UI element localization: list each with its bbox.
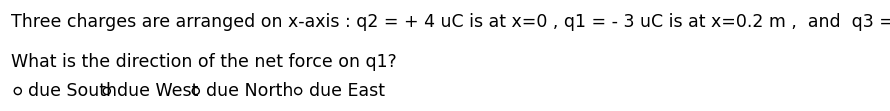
Text: due West: due West: [117, 82, 198, 100]
Text: What is the direction of the net force on q1?: What is the direction of the net force o…: [11, 53, 396, 71]
Text: Three charges are arranged on x-axis : q2 = + 4 uC is at x=0 , q1 = - 3 uC is at: Three charges are arranged on x-axis : q…: [11, 13, 890, 31]
Text: due North: due North: [206, 82, 294, 100]
Text: due South: due South: [28, 82, 117, 100]
Text: due East: due East: [309, 82, 384, 100]
